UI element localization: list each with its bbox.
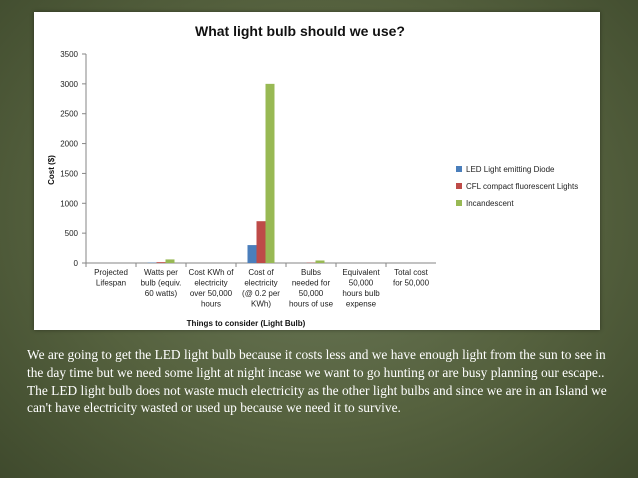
x-tick-label-line: hours bulb: [342, 289, 380, 298]
x-axis-label: Things to consider (Light Bulb): [187, 319, 306, 328]
legend-label: Incandescent: [466, 199, 514, 208]
x-tick-label-line: electricity: [194, 279, 227, 288]
x-tick-label-line: Projected: [94, 268, 128, 277]
x-tick-label-line: (@ 0.2 per: [242, 289, 280, 298]
x-tick-label-line: 50,000: [299, 289, 324, 298]
x-tick-label-line: Watts per: [144, 268, 178, 277]
bar: [315, 260, 325, 263]
y-tick-label: 1500: [60, 169, 78, 178]
x-tick-label-line: Cost KWh of: [189, 268, 235, 277]
x-tick-label-line: Cost of: [248, 268, 274, 277]
y-axis-label: Cost ($): [47, 155, 56, 185]
y-tick-label: 3000: [60, 80, 78, 89]
y-tick-label: 1000: [60, 199, 78, 208]
x-tick-label: Cost KWh of electricity over 50,000 hours: [189, 268, 235, 309]
x-tick-label-line: expense: [346, 300, 377, 309]
x-tick-label-line: Equivalent: [342, 268, 380, 277]
chart-panel: What light bulb should we use? Cost ($) …: [34, 12, 600, 330]
x-tick-label-line: over 50,000: [190, 289, 233, 298]
x-tick-label-line: 50,000: [349, 279, 374, 288]
x-tick-label-line: needed for: [292, 279, 331, 288]
y-tick-label: 2000: [60, 140, 78, 149]
x-tick-label: Total cost for 50,000: [393, 268, 430, 288]
x-tick-label: Cost of electricity (@ 0.2 per KWh): [242, 268, 280, 309]
chart-title: What light bulb should we use?: [195, 23, 405, 39]
x-tick-label-line: Total cost: [394, 268, 429, 277]
y-tick-label: 0: [74, 259, 79, 268]
plot-area: 0 500 1000 1500 2000 2500 3000 3500 Projected Lif…: [60, 50, 436, 309]
x-tick-label: Projected Lifespan: [94, 268, 128, 288]
x-tick-label: Equivalent 50,000 hours bulb expense: [342, 268, 380, 309]
x-tick-label-line: bulb (equiv.: [141, 279, 182, 288]
legend-swatch: [456, 166, 462, 172]
x-tick-label-line: hours of use: [289, 300, 334, 309]
caption-text: We are going to get the LED light bulb b…: [27, 347, 607, 416]
legend-label: LED Light emitting Diode: [466, 165, 555, 174]
legend-label: CFL compact fluorescent Lights: [466, 182, 578, 191]
legend: LED Light emitting Diode CFL compact fluo…: [456, 165, 578, 208]
x-tick-label-line: KWh): [251, 300, 271, 309]
bar: [165, 259, 175, 263]
x-tick-label-line: hours: [201, 300, 221, 309]
x-tick-label-line: electricity: [244, 279, 277, 288]
bar: [265, 83, 275, 263]
x-tick-label: Watts per bulb (equiv. 60 watts): [141, 268, 182, 298]
legend-swatch: [456, 200, 462, 206]
bar: [156, 262, 166, 263]
x-tick-label-line: Lifespan: [96, 279, 126, 288]
legend-swatch: [456, 183, 462, 189]
x-tick-label-line: Bulbs: [301, 268, 321, 277]
y-tick-label: 500: [65, 229, 79, 238]
bar: [256, 221, 266, 263]
x-tick-label-line: 60 watts): [145, 289, 178, 298]
x-tick-label-line: for 50,000: [393, 279, 430, 288]
x-tick-label: Bulbs needed for 50,000 hours of use: [289, 268, 334, 309]
y-tick-label: 2500: [60, 110, 78, 119]
y-tick-label: 3500: [60, 50, 78, 59]
bar: [247, 245, 257, 263]
bar-chart: What light bulb should we use? Cost ($) …: [47, 23, 578, 328]
